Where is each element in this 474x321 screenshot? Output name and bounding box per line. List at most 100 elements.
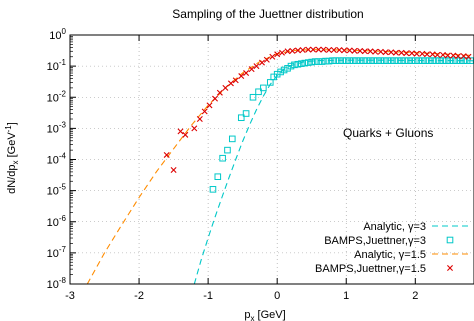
data-point <box>449 57 457 64</box>
y-tick-label: 10-6 <box>47 214 67 229</box>
data-point <box>304 59 312 66</box>
cross-stroke <box>382 49 389 56</box>
data-point <box>398 57 405 64</box>
cross-stroke <box>372 48 379 55</box>
y-tick-label: 10-4 <box>47 152 67 167</box>
cross-stroke <box>253 63 260 70</box>
data-point <box>209 186 217 193</box>
legend-swatch-marker <box>446 236 454 244</box>
cross-stroke <box>289 47 296 54</box>
x-tick-label: -3 <box>65 290 75 302</box>
data-point <box>356 57 364 64</box>
cross-stroke <box>305 46 312 53</box>
data-point <box>429 57 436 64</box>
data-point <box>382 49 389 56</box>
cross-stroke <box>408 50 415 57</box>
cross-stroke <box>398 49 405 56</box>
y-tick-label: 10-7 <box>47 245 67 260</box>
legend-label: Analytic, γ=3 <box>363 221 426 233</box>
legend-label: Analytic, γ=1.5 <box>354 249 426 261</box>
cross-stroke <box>201 108 208 115</box>
data-point <box>388 49 395 56</box>
cross-stroke <box>341 47 348 54</box>
cross-stroke <box>392 49 399 56</box>
data-point <box>216 89 223 96</box>
cross-stroke <box>330 46 337 53</box>
cross-stroke <box>269 53 276 60</box>
cross-stroke <box>238 73 245 80</box>
data-point <box>214 173 222 181</box>
x-tick-label: -1 <box>203 290 213 302</box>
cross-stroke <box>263 56 270 63</box>
data-point <box>258 59 265 66</box>
cross-stroke <box>222 84 229 91</box>
data-point <box>455 53 462 60</box>
data-point <box>467 57 474 64</box>
data-point <box>341 47 348 54</box>
data-point <box>415 57 423 64</box>
data-point <box>163 151 170 158</box>
data-point <box>436 57 443 64</box>
data-point <box>238 73 245 80</box>
data-point <box>370 57 378 64</box>
cross-stroke <box>429 51 436 58</box>
data-point <box>339 57 347 64</box>
cross-stroke <box>424 51 431 58</box>
data-point <box>299 46 306 53</box>
data-point <box>249 93 257 101</box>
data-point <box>394 57 402 64</box>
data-point <box>434 51 441 58</box>
series-0 <box>193 59 474 284</box>
series-line <box>193 59 474 284</box>
data-point <box>465 53 472 60</box>
data-point <box>237 114 245 122</box>
data-point <box>277 68 284 76</box>
data-point <box>228 135 236 143</box>
data-point <box>443 57 450 64</box>
y-tick-label: 100 <box>49 27 66 42</box>
data-point <box>289 47 296 54</box>
data-point <box>294 60 302 68</box>
y-tick-label: 10-8 <box>47 276 67 291</box>
data-point <box>318 58 326 65</box>
x-axis-label: px [GeV] <box>244 309 285 321</box>
annotation-quarks-gluons: Quarks + Gluons <box>343 126 433 140</box>
cross-stroke <box>279 49 286 56</box>
cross-stroke <box>248 66 255 73</box>
data-point <box>432 57 440 64</box>
cross-stroke <box>444 52 451 59</box>
cross-stroke <box>336 46 343 53</box>
data-point <box>279 49 286 56</box>
y-tick-label: 10-1 <box>47 58 67 73</box>
data-point <box>387 57 395 64</box>
cross-stroke <box>450 52 457 59</box>
data-point <box>425 57 433 64</box>
data-point <box>411 57 419 64</box>
cross-stroke <box>274 51 281 58</box>
cross-stroke <box>455 53 462 60</box>
data-point <box>253 63 260 70</box>
data-point <box>322 57 329 65</box>
cross-stroke <box>170 167 177 173</box>
data-point <box>384 57 391 64</box>
data-point <box>280 66 288 74</box>
data-point <box>315 58 322 65</box>
cross-stroke <box>439 51 446 58</box>
data-point <box>311 58 319 65</box>
data-point <box>284 48 291 55</box>
data-point <box>294 47 301 54</box>
data-point <box>408 50 415 57</box>
data-point <box>377 57 385 64</box>
data-point <box>212 95 219 102</box>
cross-stroke <box>315 46 322 53</box>
data-point <box>274 51 281 58</box>
x-tick-label: -2 <box>134 290 144 302</box>
data-point <box>227 80 234 87</box>
cross-stroke <box>299 46 306 53</box>
data-point <box>248 66 255 73</box>
data-point <box>405 57 412 64</box>
data-point <box>284 65 291 72</box>
data-point <box>266 79 274 86</box>
data-point <box>308 58 316 66</box>
data-point <box>374 57 381 64</box>
